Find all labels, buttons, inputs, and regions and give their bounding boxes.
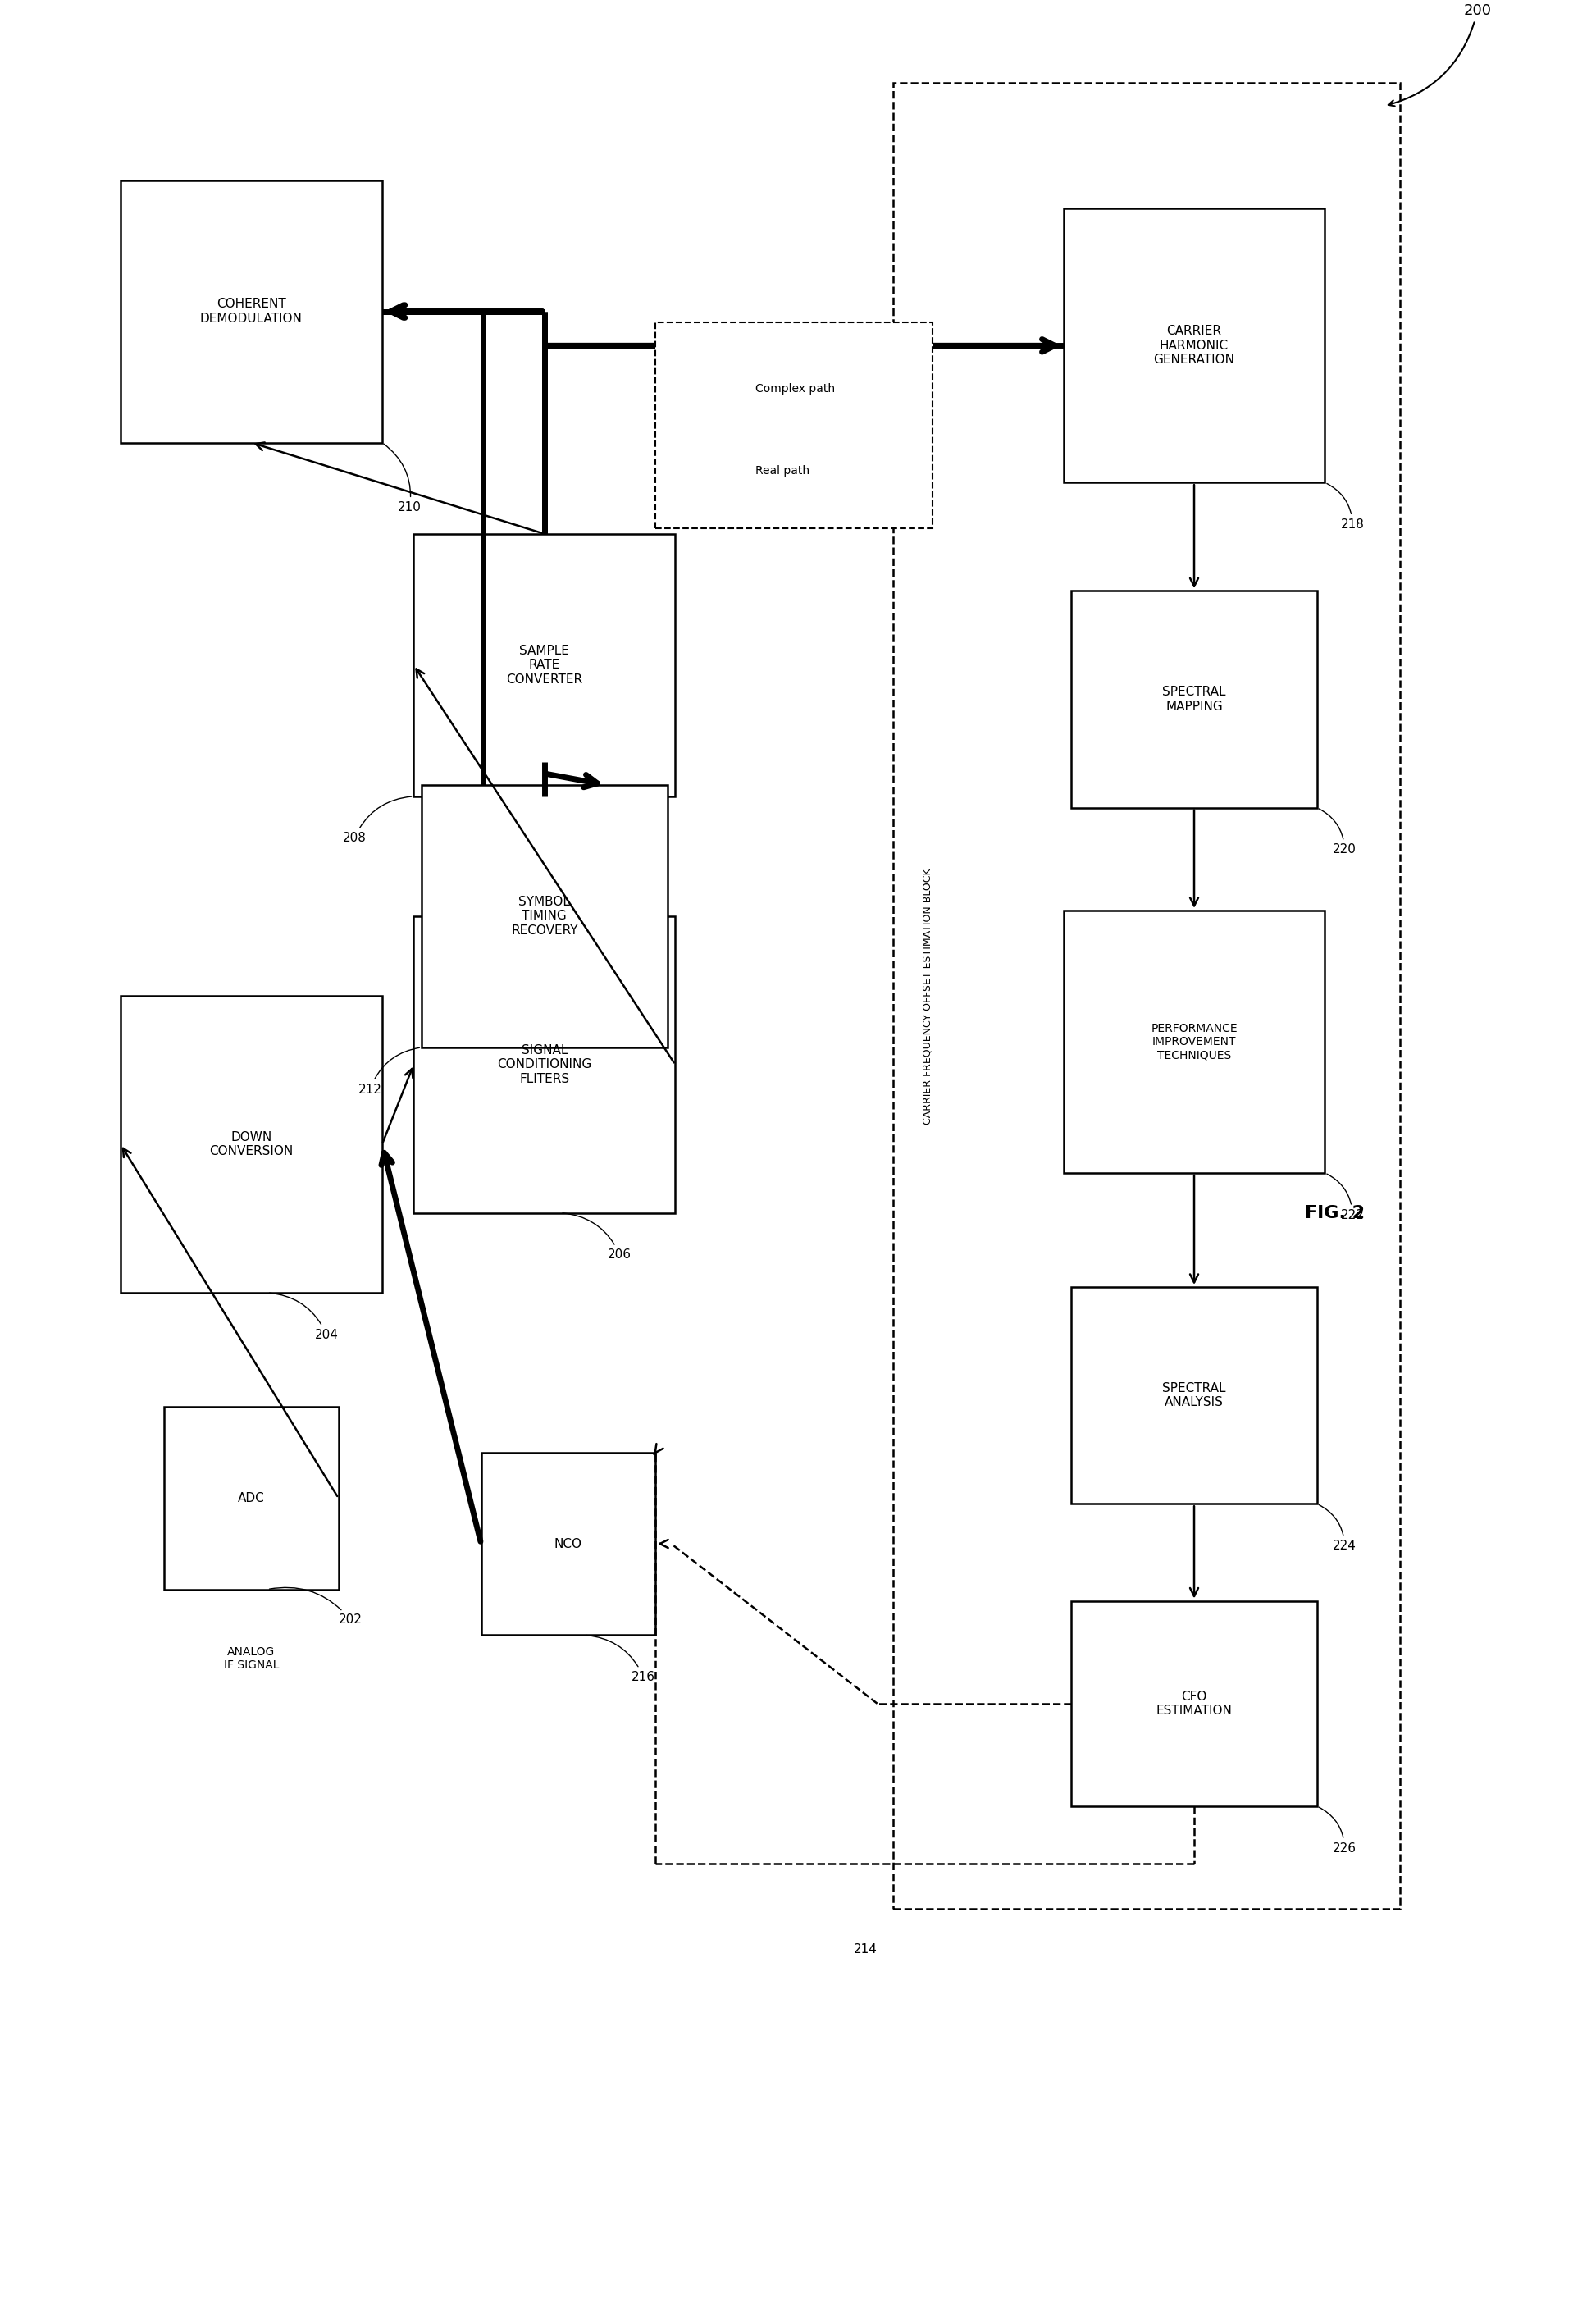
Bar — [421, 784, 667, 1048]
Text: CFO
ESTIMATION: CFO ESTIMATION — [1156, 1689, 1232, 1717]
Text: 216: 216 — [586, 1636, 656, 1682]
Text: 212: 212 — [358, 1048, 420, 1095]
Bar — [894, 83, 1400, 1909]
Text: 208: 208 — [343, 796, 412, 845]
Text: NCO: NCO — [554, 1536, 583, 1550]
Bar — [413, 916, 675, 1213]
Text: 210: 210 — [385, 444, 421, 514]
Bar — [121, 180, 381, 442]
Text: 222: 222 — [1326, 1173, 1365, 1222]
Text: SPECTRAL
ANALYSIS: SPECTRAL ANALYSIS — [1162, 1381, 1226, 1409]
Bar — [1071, 590, 1317, 808]
Text: 206: 206 — [562, 1213, 632, 1261]
Text: COHERENT
DEMODULATION: COHERENT DEMODULATION — [200, 299, 303, 324]
Text: SAMPLE
RATE
CONVERTER: SAMPLE RATE CONVERTER — [506, 646, 583, 685]
Text: DOWN
CONVERSION: DOWN CONVERSION — [209, 1132, 294, 1157]
Text: FIG. 2: FIG. 2 — [1306, 1206, 1365, 1222]
Bar — [1063, 909, 1325, 1173]
Text: ADC: ADC — [238, 1493, 265, 1504]
Bar — [121, 995, 381, 1294]
Text: SPECTRAL
MAPPING: SPECTRAL MAPPING — [1162, 685, 1226, 713]
Text: Complex path: Complex path — [755, 382, 835, 393]
Bar — [480, 1453, 656, 1636]
Text: 224: 224 — [1318, 1504, 1357, 1553]
Text: Real path: Real path — [755, 465, 809, 477]
Text: SIGNAL
CONDITIONING
FLITERS: SIGNAL CONDITIONING FLITERS — [498, 1044, 592, 1085]
Text: CARRIER
HARMONIC
GENERATION: CARRIER HARMONIC GENERATION — [1154, 326, 1235, 366]
Bar — [164, 1407, 338, 1590]
Text: 200: 200 — [1389, 2, 1491, 106]
Bar — [1063, 208, 1325, 484]
Text: PERFORMANCE
IMPROVEMENT
TECHNIQUES: PERFORMANCE IMPROVEMENT TECHNIQUES — [1151, 1023, 1237, 1060]
Text: 218: 218 — [1326, 484, 1365, 530]
Bar — [1071, 1287, 1317, 1504]
Text: 220: 220 — [1318, 810, 1357, 856]
Text: 214: 214 — [854, 1944, 878, 1955]
Text: CARRIER FREQUENCY OFFSET ESTIMATION BLOCK: CARRIER FREQUENCY OFFSET ESTIMATION BLOC… — [922, 868, 934, 1125]
Text: 226: 226 — [1318, 1807, 1357, 1854]
Bar — [413, 535, 675, 796]
Bar — [656, 322, 932, 528]
Text: 202: 202 — [270, 1587, 362, 1627]
Text: 204: 204 — [270, 1294, 338, 1340]
Bar — [1071, 1601, 1317, 1807]
Text: SYMBOL
TIMING
RECOVERY: SYMBOL TIMING RECOVERY — [511, 896, 578, 937]
Text: ANALOG
IF SIGNAL: ANALOG IF SIGNAL — [223, 1648, 279, 1671]
